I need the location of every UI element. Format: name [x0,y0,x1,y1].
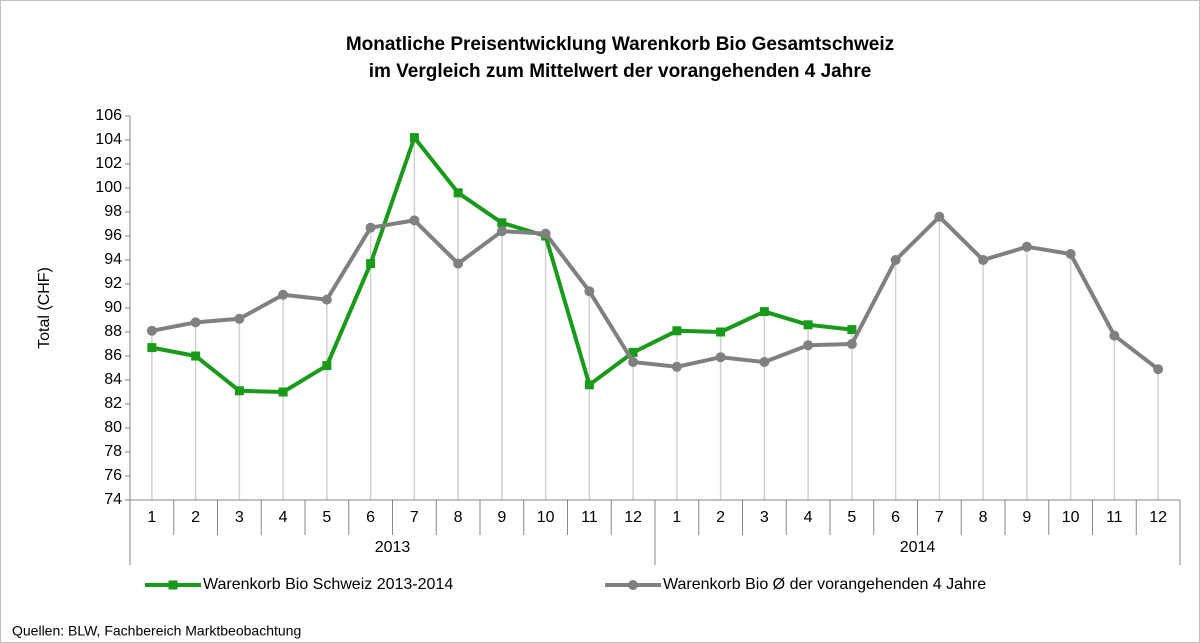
x-tick-label: 7 [410,509,419,526]
data-point [715,352,726,363]
x-tick-label: 11 [581,509,598,526]
data-point [847,325,857,335]
x-tick-label: 8 [454,509,463,526]
y-tick-label: 96 [104,227,122,244]
y-tick-label: 80 [104,419,122,436]
data-point [978,255,989,265]
data-point [365,222,376,233]
data-point [1065,249,1076,259]
data-point [278,387,288,397]
y-tick-label: 90 [104,299,122,316]
group-label: 2014 [900,539,936,556]
x-tick-label: 10 [537,509,555,526]
chart-title: im Vergleich zum Mittelwert der vorangeh… [369,61,872,82]
legend-label: Warenkorb Bio Schweiz 2013-2014 [203,576,453,593]
x-tick-label: 2 [716,509,725,526]
y-tick-label: 106 [95,107,122,124]
x-tick-label: 3 [235,509,244,526]
y-tick-label: 94 [104,251,122,268]
data-point [628,357,639,367]
data-point [759,307,769,317]
data-point [146,325,157,336]
data-point [322,361,332,371]
x-tick-label: 6 [891,509,900,526]
y-tick-label: 102 [95,155,122,172]
x-tick-label: 4 [804,509,813,526]
y-tick-label: 86 [104,347,122,364]
x-tick-label: 7 [935,509,944,526]
x-tick-label: 5 [847,509,856,526]
x-tick-label: 2 [191,509,200,526]
data-point [934,211,945,222]
legend-marker [168,580,178,590]
data-point [409,215,420,226]
y-tick-label: 104 [95,131,122,148]
data-point [584,286,595,297]
y-tick-label: 84 [104,371,122,388]
data-point [1153,364,1164,375]
data-point [366,259,376,269]
y-tick-label: 100 [95,179,122,196]
data-point [716,327,726,337]
data-point [190,317,201,328]
x-tick-label: 6 [366,509,375,526]
x-tick-label: 8 [979,509,988,526]
data-point [409,133,419,143]
data-point [234,386,244,396]
data-point [628,347,638,357]
x-tick-label: 9 [497,509,506,526]
data-point [453,188,463,198]
y-tick-label: 82 [104,395,122,412]
data-point [191,351,201,361]
x-tick-label: 4 [279,509,288,526]
legend-label: Warenkorb Bio Ø der vorangehenden 4 Jahr… [663,576,986,593]
data-point [234,313,245,324]
x-tick-label: 1 [147,509,156,526]
x-tick-label: 12 [1149,509,1167,526]
x-tick-label: 9 [1022,509,1031,526]
x-tick-label: 10 [1062,509,1080,526]
data-point [321,294,332,305]
y-tick-label: 74 [104,491,122,508]
x-tick-label: 3 [760,509,769,526]
x-tick-label: 1 [672,509,681,526]
x-tick-label: 5 [322,509,331,526]
data-point [147,343,157,353]
data-point [453,258,464,269]
chart-title: Monatliche Preisentwicklung Warenkorb Bi… [346,34,894,55]
y-tick-label: 88 [104,323,122,340]
x-tick-label: 11 [1106,509,1123,526]
x-tick-label: 12 [624,509,642,526]
data-point [759,357,770,367]
data-point [278,289,289,300]
data-point [846,339,857,349]
y-tick-label: 76 [104,467,122,484]
data-point [584,380,594,390]
data-point [1021,241,1032,252]
y-tick-label: 98 [104,203,122,220]
legend-marker [628,580,638,590]
source-note: Quellen: BLW, Fachbereich Marktbeobachtu… [12,623,301,639]
data-point [1109,330,1120,341]
series-line [151,214,1160,371]
data-point [540,228,551,239]
data-point [672,326,682,336]
data-point [497,218,507,228]
y-tick-label: 78 [104,443,122,460]
data-point [496,226,507,237]
data-point [803,320,813,330]
data-point [890,255,901,265]
data-point [671,361,682,372]
y-tick-label: 92 [104,275,122,292]
group-label: 2013 [375,539,411,556]
data-point [803,340,814,351]
y-axis-label: Total (CHF) [36,267,53,349]
